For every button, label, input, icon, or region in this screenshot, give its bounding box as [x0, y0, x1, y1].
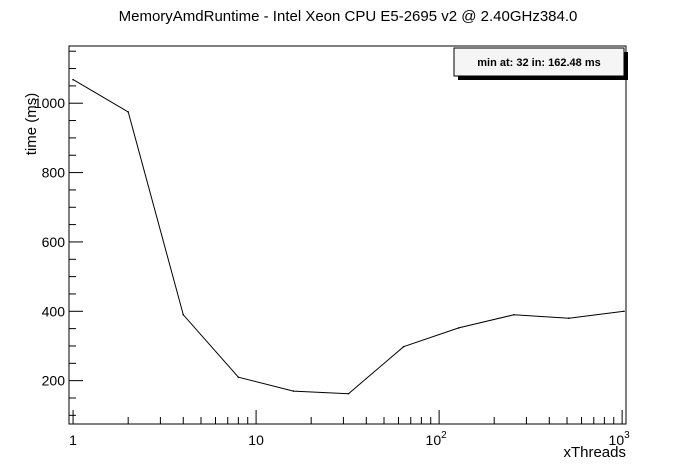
x-tick-label: 1 [69, 432, 77, 448]
data-point [127, 111, 129, 113]
y-tick-label: 400 [42, 303, 66, 319]
data-point [513, 313, 515, 316]
x-axis: 1 10 102 103 [69, 410, 630, 448]
data-point [457, 327, 460, 329]
data-point [72, 78, 74, 81]
series-line [72, 79, 625, 395]
data-point [623, 310, 625, 313]
data-point [568, 317, 570, 320]
x-tick-exponent: 3 [624, 430, 630, 441]
data-point [182, 313, 185, 316]
data-point [347, 392, 350, 395]
y-axis: 200 400 600 800 1000 [34, 50, 83, 416]
chart-title: MemoryAmdRuntime - Intel Xeon CPU E5-269… [119, 8, 578, 25]
x-axis-label: xThreads [563, 444, 626, 461]
plot-frame [68, 45, 627, 425]
y-tick-label: 800 [42, 165, 66, 181]
legend-text: min at: 32 in: 162.48 ms [477, 57, 601, 69]
series-layer [72, 78, 625, 395]
x-tick-label: 102 [426, 430, 448, 448]
x-tick-exponent: 2 [441, 430, 447, 441]
y-tick-label: 200 [42, 373, 66, 389]
y-tick-label: 1000 [34, 95, 65, 111]
y-axis-label: time (ms) [23, 93, 40, 156]
data-point [292, 390, 295, 392]
y-tick-label: 600 [42, 234, 66, 250]
data-point [237, 376, 240, 378]
data-point [402, 345, 405, 348]
x-tick-label: 10 [248, 432, 264, 448]
legend-panel [453, 47, 625, 77]
legend-box: min at: 32 in: 162.48 ms [453, 47, 628, 80]
